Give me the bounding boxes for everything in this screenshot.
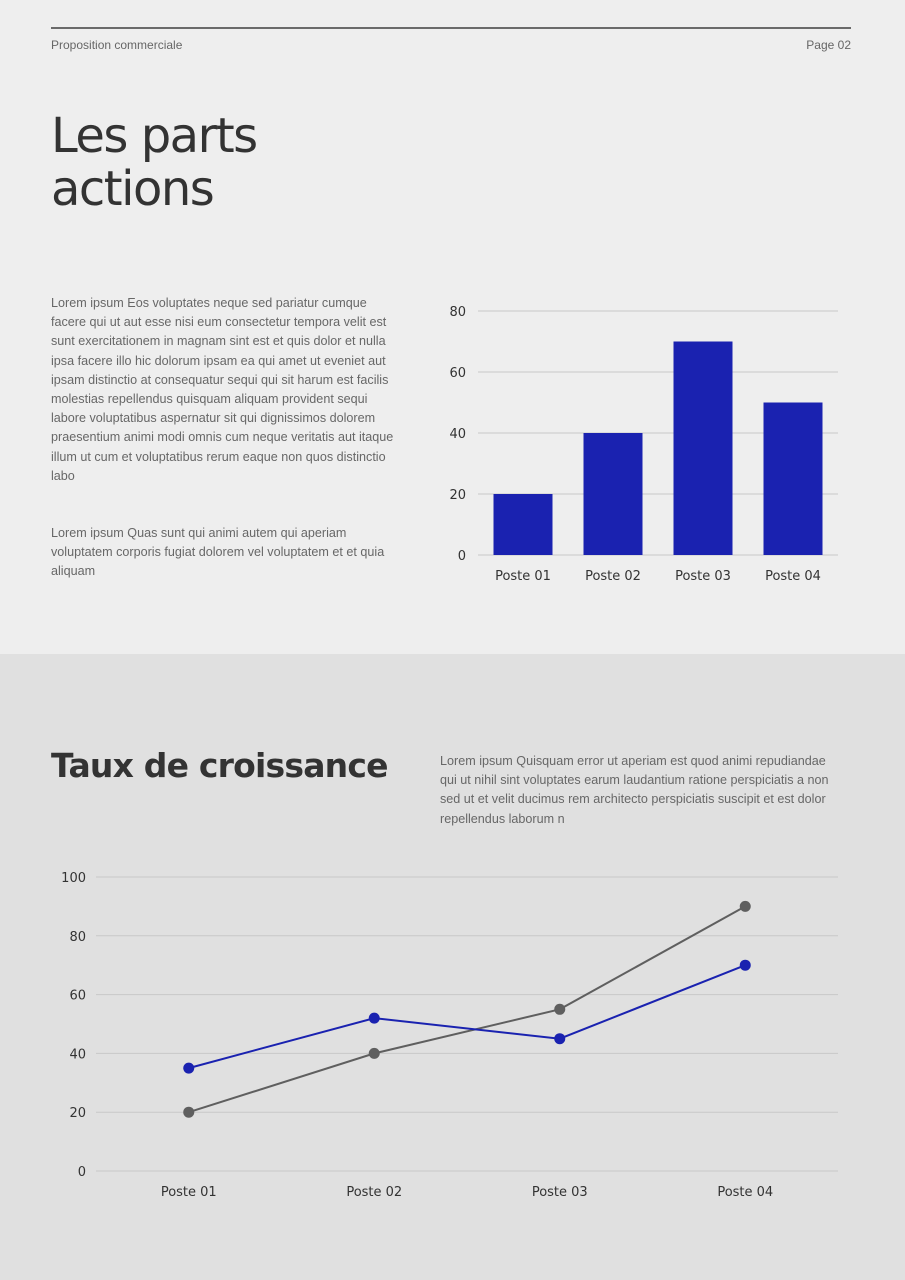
y-tick-label: 100 [61,871,86,886]
line-chart: 0 20 40 60 80 100 Poste 01 Poste 02 Poste 03 Post… [61,871,838,1200]
bar [763,402,823,555]
y-tick-label: 80 [449,305,466,320]
bar [493,494,553,555]
data-point [739,900,751,912]
y-tick-label: 20 [449,488,466,503]
x-tick-label: Poste 03 [532,1185,588,1200]
x-tick-label: Poste 02 [346,1185,402,1200]
data-point [183,1062,195,1074]
y-tick-label: 0 [78,1165,86,1180]
page-number: Page 02 [806,38,851,52]
y-tick-label: 0 [458,549,466,564]
x-tick-label: Poste 01 [161,1185,217,1200]
body-paragraph-2: Lorem ipsum Quas sunt qui animi autem qu… [51,526,385,579]
y-tick-label: 60 [449,366,466,381]
x-tick-label: Poste 02 [585,569,641,584]
bottom-section [0,654,905,1280]
data-point [739,959,751,971]
x-tick-label: Poste 04 [765,569,821,584]
series-line [188,905,746,1114]
body-paragraph-3: Lorem ipsum Quisquam error ut aperiam es… [440,754,829,826]
y-tick-label: 80 [69,930,86,945]
y-tick-label: 60 [69,989,86,1004]
section-title-parts-actions: Les parts actions [51,108,258,217]
y-tick-label: 40 [69,1047,86,1062]
data-point [554,1003,566,1015]
data-point [554,1033,566,1045]
data-point [368,1012,380,1024]
body-paragraph-1: Lorem ipsum Eos voluptates neque sed par… [51,296,394,483]
section-title-taux-de-croissance: Taux de croissance [51,746,389,785]
x-tick-label: Poste 04 [717,1185,773,1200]
bar-chart: 0 20 40 60 80 Poste 01 Poste 02 Poste 03 Poste 0… [449,305,838,584]
data-point [183,1106,195,1118]
y-tick-label: 20 [69,1106,86,1121]
bar [673,341,733,555]
x-tick-label: Poste 01 [495,569,551,584]
top-section [0,0,905,654]
x-tick-label: Poste 03 [675,569,731,584]
header-divider [51,27,851,29]
document-title: Proposition commerciale [51,38,183,52]
bar [583,433,643,555]
series-line [188,964,746,1070]
data-point [368,1047,380,1059]
y-tick-label: 40 [449,427,466,442]
